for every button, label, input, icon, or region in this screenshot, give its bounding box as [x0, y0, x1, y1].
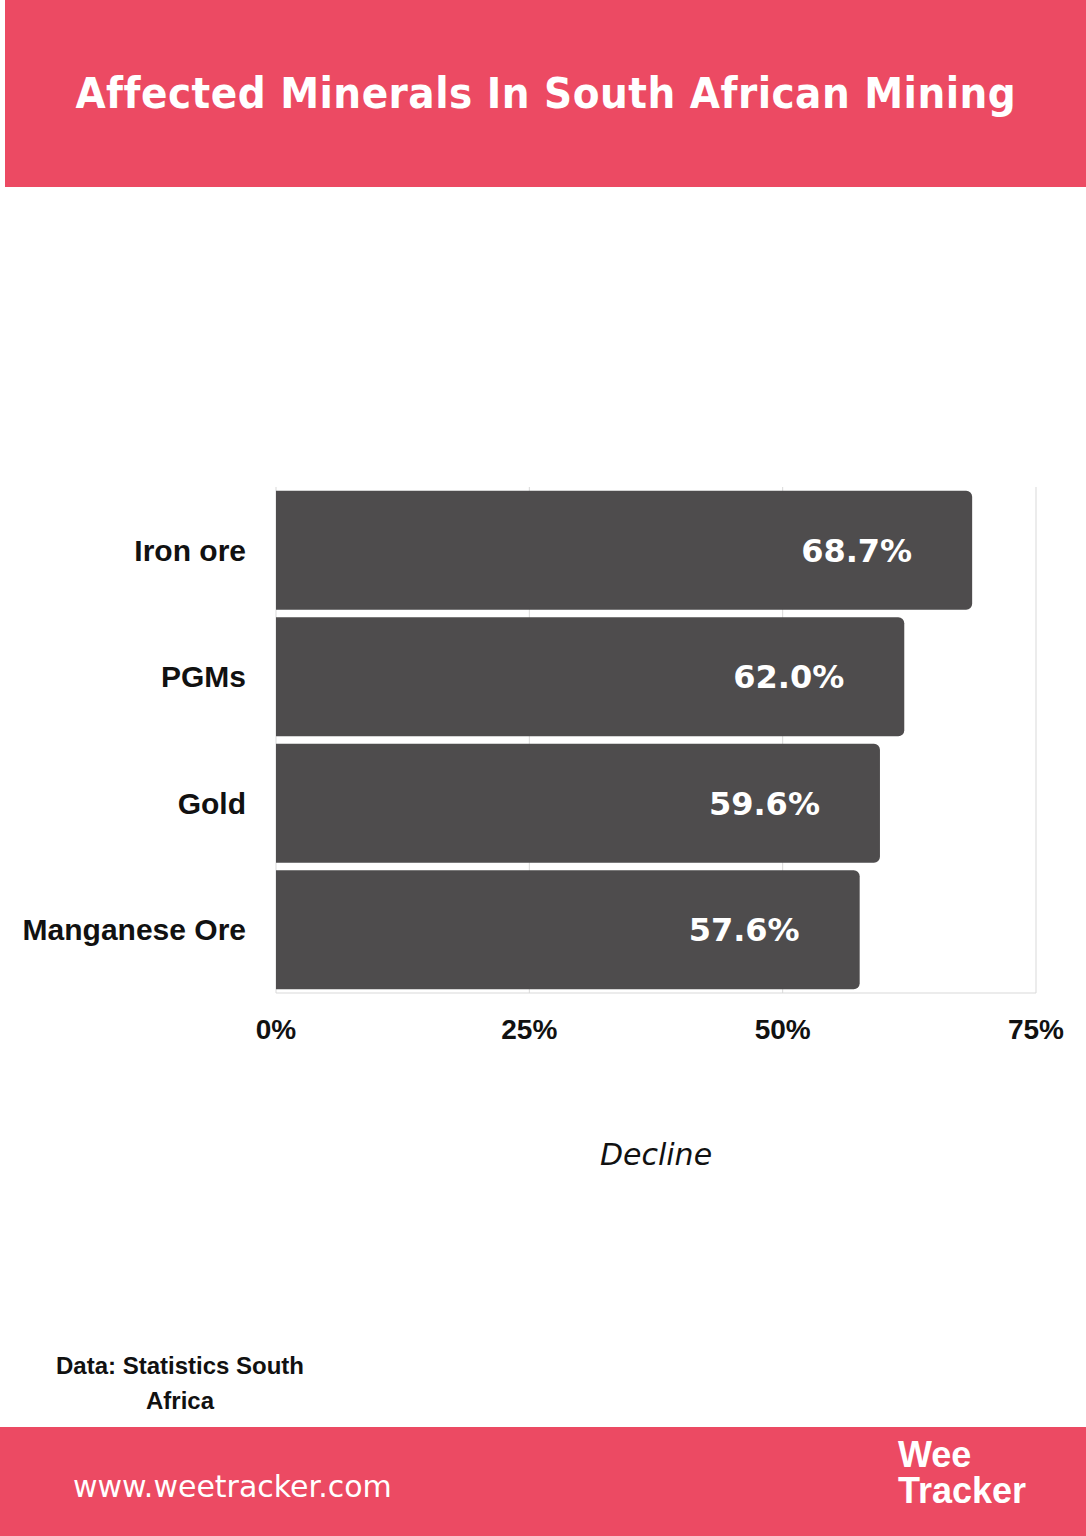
- svg-text:PGMs: PGMs: [161, 660, 246, 693]
- svg-text:50%: 50%: [755, 1014, 811, 1045]
- html-text:Wee: Wee: [898, 1434, 972, 1475]
- svg-text:Gold: Gold: [178, 787, 246, 820]
- svg-text:Iron ore: Iron ore: [134, 534, 246, 567]
- svg-text:25%: 25%: [501, 1014, 557, 1045]
- html-text:Tracker: Tracker: [898, 1470, 1027, 1511]
- svg-text:62.0%: 62.0%: [733, 658, 844, 696]
- svg-text:68.7%: 68.7%: [801, 532, 912, 570]
- svg-text:0%: 0%: [256, 1014, 297, 1045]
- svg-text:57.6%: 57.6%: [689, 911, 800, 949]
- html-text:Affected Minerals In South Afr: Affected Minerals In South African Minin…: [75, 69, 1016, 118]
- html-text:www.weetracker.com: www.weetracker.com: [73, 1469, 392, 1504]
- svg-text:59.6%: 59.6%: [709, 785, 820, 823]
- svg-text:Decline: Decline: [600, 1137, 712, 1172]
- html-text:Data: Statistics South Africa: Data: Statistics South Africa: [56, 1352, 304, 1414]
- svg-text:75%: 75%: [1008, 1014, 1064, 1045]
- svg-text:Manganese Ore: Manganese Ore: [23, 913, 246, 946]
